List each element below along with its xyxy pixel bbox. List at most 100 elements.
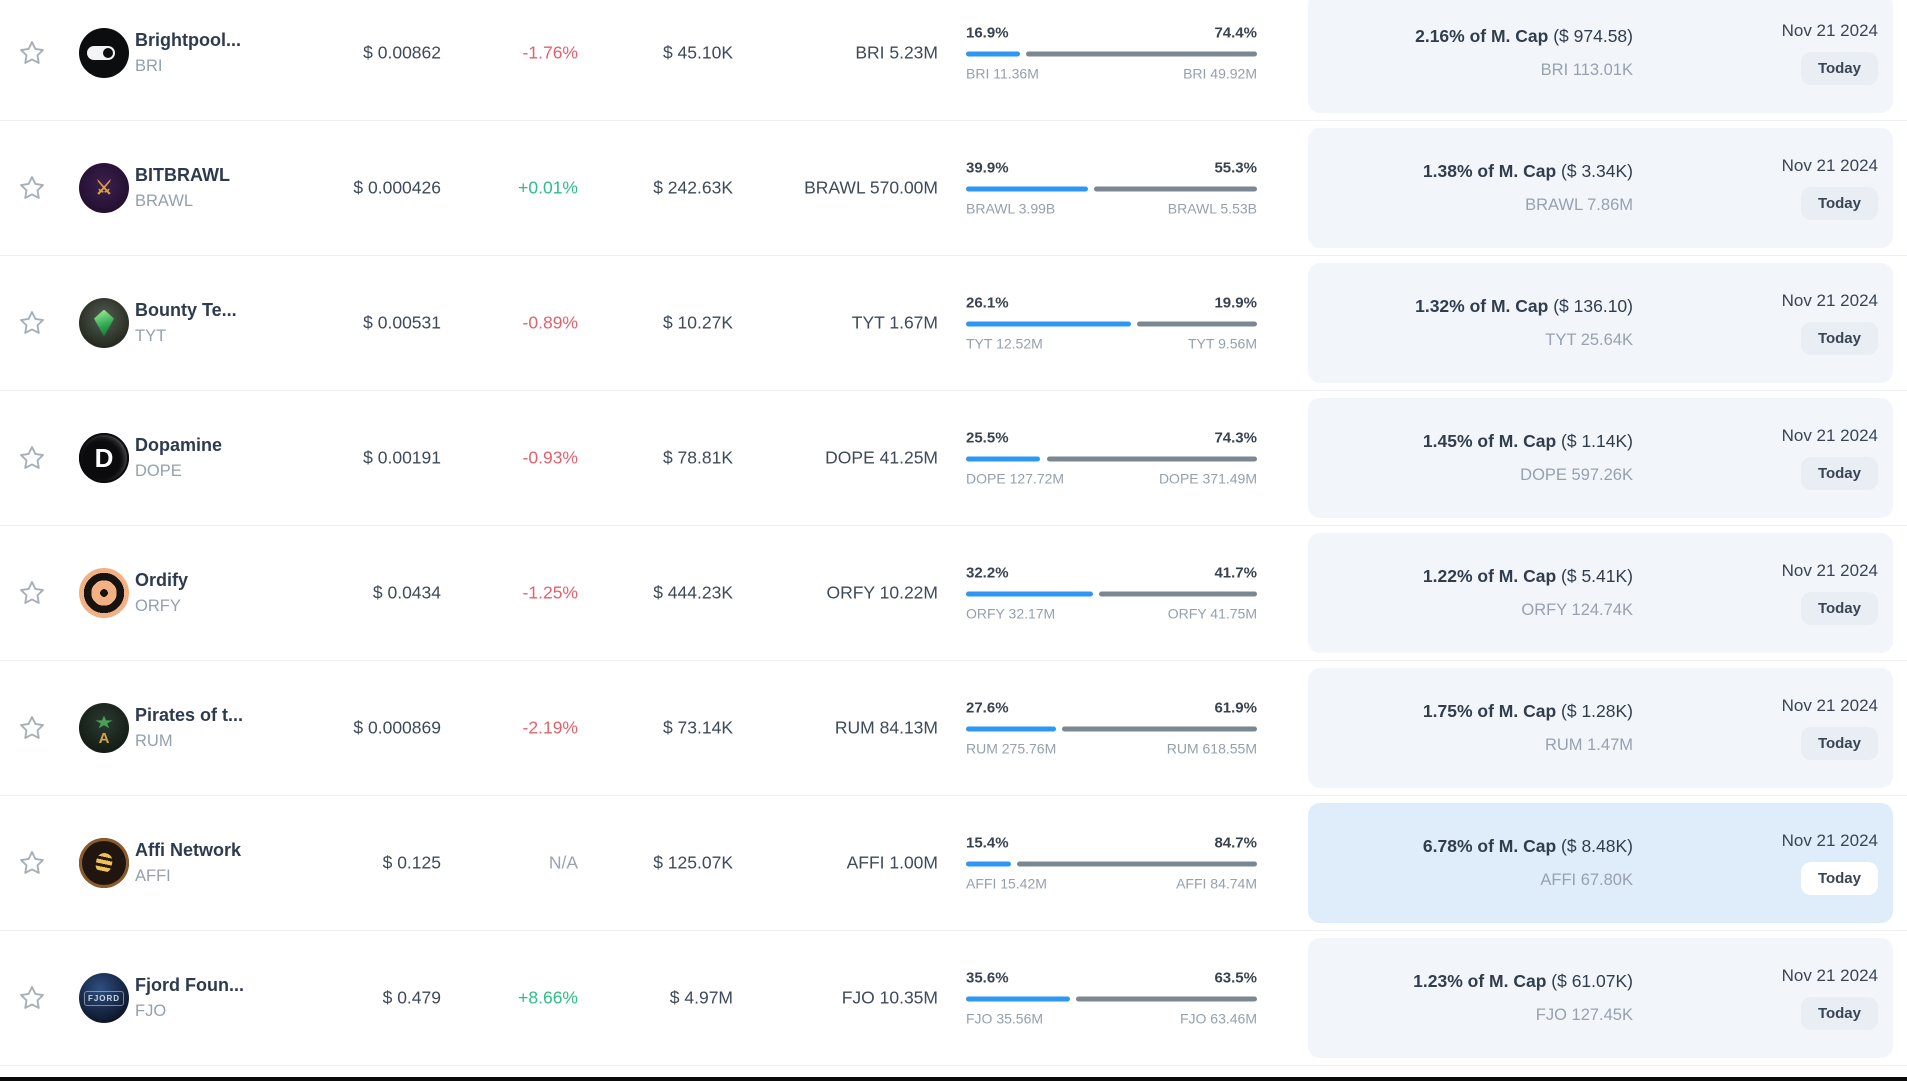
dual-progress-bar [966,861,1257,867]
marketcap-panel: 1.32% of M. Cap ($ 136.10) TYT 25.64K No… [1308,263,1893,383]
dual-progress-bar [966,51,1257,57]
change-percent: +8.66% [518,987,578,1008]
token-logo [79,433,129,483]
marketcap-percent: 1.38% of M. Cap [1422,161,1557,181]
supply-value: AFFI 1.00M [846,852,938,873]
token-logo-image [79,433,129,483]
token-symbol: RUM [135,732,173,750]
favorite-star-button[interactable] [18,579,46,607]
price-value: $ 0.479 [382,987,441,1008]
table-row[interactable]: Brightpool... BRI $ 0.00862 -1.76% $ 45.… [0,0,1907,121]
date-label: Nov 21 2024 [1781,696,1878,715]
bar-fill-segment [966,591,1093,597]
dual-progress-bar [966,996,1257,1002]
marketcap-percent-line: 1.75% of M. Cap ($ 1.28K) [1338,701,1633,722]
bar-right-percent: 74.3% [1214,429,1257,447]
token-logo-image [79,298,129,348]
change-percent: -2.19% [522,717,578,738]
bar-right-amount: FJO 63.46M [1179,1010,1257,1027]
price-value: $ 0.125 [382,852,441,873]
bar-right-percent: 41.7% [1214,564,1257,582]
star-icon [20,581,44,604]
token-symbol: AFFI [135,867,171,885]
table-row[interactable]: Fjord Foun... FJO $ 0.479 +8.66% $ 4.97M… [0,931,1907,1066]
volume-value: $ 73.14K [662,717,733,738]
marketcap-token-amount: BRAWL 7.86M [1525,196,1633,214]
token-logo-image [79,163,129,213]
marketcap-usd: ($ 1.14K) [1561,431,1633,451]
favorite-star-button[interactable] [18,444,46,472]
bar-right-amount: BRAWL 5.53B [1167,200,1257,217]
table-row[interactable]: BITBRAWL BRAWL $ 0.000426 +0.01% $ 242.6… [0,121,1907,256]
token-name: Ordify [135,570,189,590]
token-name-link[interactable]: Affi Network AFFI [135,840,300,886]
token-name: Affi Network [135,840,242,860]
dual-progress-bar [966,456,1257,462]
date-block: Nov 21 2024 Today [1782,966,1878,1030]
date-label: Nov 21 2024 [1781,831,1878,850]
token-name: Pirates of t... [135,705,244,725]
today-badge: Today [1800,997,1878,1030]
table-row[interactable]: Pirates of t... RUM $ 0.000869 -2.19% $ … [0,661,1907,796]
date-label: Nov 21 2024 [1781,291,1878,310]
marketcap-token-amount: AFFI 67.80K [1540,871,1633,889]
marketcap-panel: 1.38% of M. Cap ($ 3.34K) BRAWL 7.86M No… [1308,128,1893,248]
marketcap-token-amount: ORFY 124.74K [1521,601,1633,619]
liquidity-bar-block: 15.4% 84.7% AFFI 15.42M AFFI 84.74M [966,835,1257,892]
bar-left-amount: RUM 275.76M [966,740,1057,757]
marketcap-panel: 6.78% of M. Cap ($ 8.48K) AFFI 67.80K No… [1308,803,1893,923]
token-name: Bounty Te... [135,300,237,320]
bar-rest-segment [1046,456,1257,462]
token-name-link[interactable]: Pirates of t... RUM [135,705,300,751]
supply-value: ORFY 10.22M [826,582,938,603]
marketcap-usd: ($ 974.58) [1553,26,1633,46]
bar-rest-segment [1137,321,1257,327]
favorite-star-button[interactable] [18,174,46,202]
marketcap-block: 1.22% of M. Cap ($ 5.41K) ORFY 124.74K [1338,566,1633,620]
bar-rest-segment [1093,186,1257,192]
price-value: $ 0.0434 [372,582,441,603]
token-name-link[interactable]: Ordify ORFY [135,570,300,616]
bar-rest-segment [1061,726,1257,732]
date-label: Nov 21 2024 [1781,156,1878,175]
token-name-link[interactable]: BITBRAWL BRAWL [135,165,300,211]
favorite-star-button[interactable] [18,39,46,67]
today-badge: Today [1800,457,1878,490]
bar-left-percent: 27.6% [966,699,1009,717]
favorite-star-button[interactable] [18,714,46,742]
price-value: $ 0.000869 [353,717,441,738]
table-row[interactable]: Bounty Te... TYT $ 0.00531 -0.89% $ 10.2… [0,256,1907,391]
token-name-link[interactable]: Fjord Foun... FJO [135,975,300,1021]
marketcap-percent-line: 1.22% of M. Cap ($ 5.41K) [1338,566,1633,587]
bar-left-percent: 32.2% [966,564,1009,582]
token-name: Fjord Foun... [135,975,244,995]
today-badge: Today [1800,862,1878,895]
table-row[interactable]: Affi Network AFFI $ 0.125 N/A $ 125.07K … [0,796,1907,931]
token-name-link[interactable]: Dopamine DOPE [135,435,300,481]
bar-left-percent: 35.6% [966,969,1009,987]
token-name-link[interactable]: Brightpool... BRI [135,30,300,76]
token-logo [79,973,129,1023]
supply-value: DOPE 41.25M [825,447,938,468]
token-name-link[interactable]: Bounty Te... TYT [135,300,300,346]
liquidity-bar-block: 25.5% 74.3% DOPE 127.72M DOPE 371.49M [966,430,1257,487]
marketcap-panel: 1.22% of M. Cap ($ 5.41K) ORFY 124.74K N… [1308,533,1893,653]
table-row[interactable]: Dopamine DOPE $ 0.00191 -0.93% $ 78.81K … [0,391,1907,526]
token-symbol: TYT [135,327,167,345]
favorite-star-button[interactable] [18,984,46,1012]
token-symbol: DOPE [135,462,182,480]
table-row[interactable]: Ordify ORFY $ 0.0434 -1.25% $ 444.23K OR… [0,526,1907,661]
volume-value: $ 4.97M [669,987,733,1008]
date-block: Nov 21 2024 Today [1782,21,1878,85]
today-badge: Today [1800,592,1878,625]
marketcap-block: 1.32% of M. Cap ($ 136.10) TYT 25.64K [1338,296,1633,350]
favorite-star-button[interactable] [18,849,46,877]
star-icon [20,41,44,64]
bar-right-percent: 74.4% [1214,24,1257,42]
marketcap-usd: ($ 8.48K) [1561,836,1633,856]
bar-left-amount: AFFI 15.42M [966,875,1047,892]
bar-left-percent: 15.4% [966,834,1009,852]
dual-progress-bar [966,591,1257,597]
favorite-star-button[interactable] [18,309,46,337]
marketcap-panel: 1.45% of M. Cap ($ 1.14K) DOPE 597.26K N… [1308,398,1893,518]
